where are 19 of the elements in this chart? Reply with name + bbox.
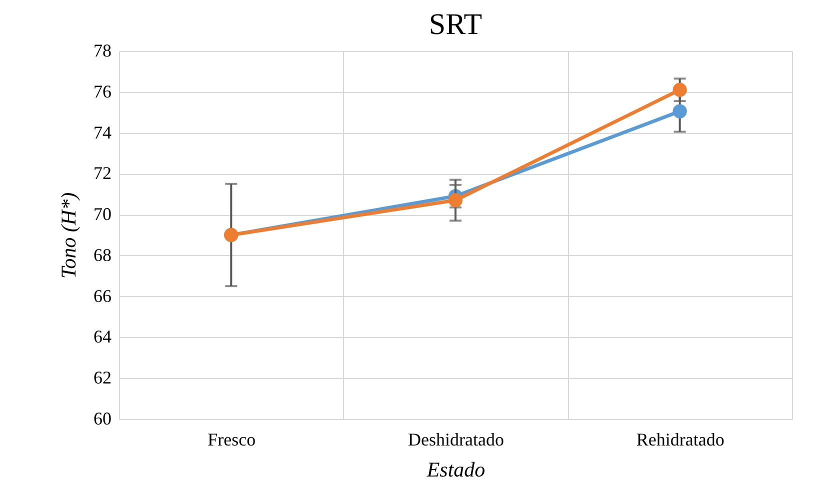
y-tick-label: 74 bbox=[94, 122, 112, 142]
y-tick-label: 78 bbox=[94, 40, 112, 60]
y-tick-label: 76 bbox=[94, 81, 112, 102]
y-tick-label: 62 bbox=[94, 368, 112, 388]
x-tick-label: Fresco bbox=[208, 430, 256, 450]
y-tick-label: 60 bbox=[94, 408, 112, 428]
x-axis-title: Estado bbox=[426, 458, 486, 482]
y-tick-label: 68 bbox=[94, 244, 112, 265]
x-tick-label: Deshidratado bbox=[408, 430, 504, 450]
point bbox=[448, 193, 463, 208]
x-tick-label: Rehidratado bbox=[636, 430, 724, 450]
y-tick-label: 66 bbox=[94, 286, 112, 306]
chart-title: SRT bbox=[428, 8, 482, 41]
point bbox=[672, 104, 687, 118]
y-tick-label: 70 bbox=[94, 204, 112, 224]
y-tick-label: 64 bbox=[94, 326, 112, 347]
y-tick-label: 72 bbox=[94, 163, 112, 184]
y-axis-title: Tono (H*) bbox=[56, 192, 80, 279]
point bbox=[672, 82, 687, 97]
